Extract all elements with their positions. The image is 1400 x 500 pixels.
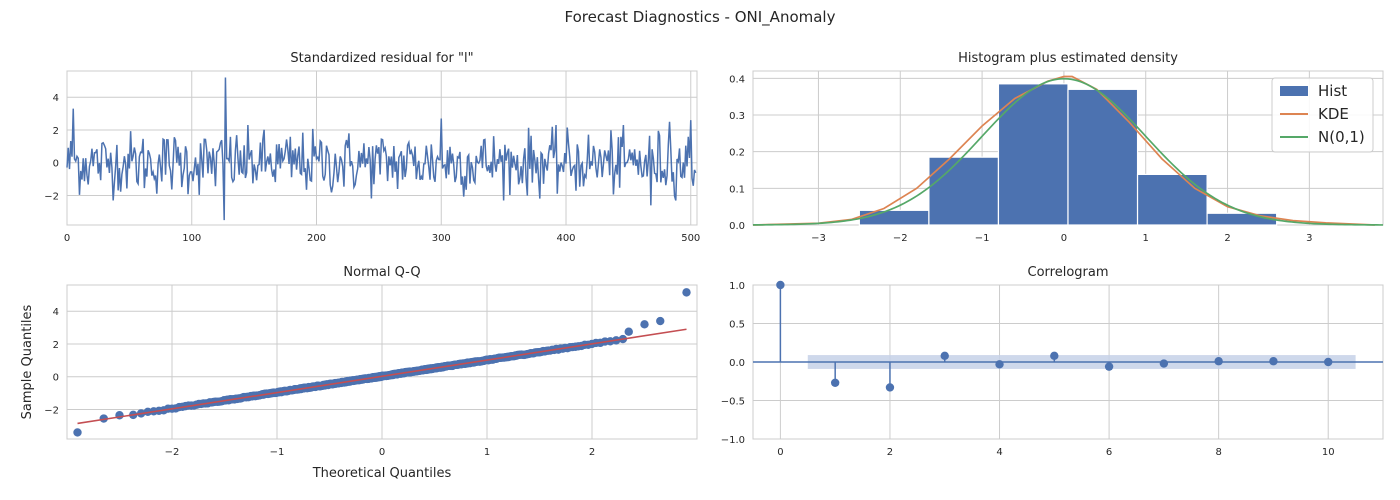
acf-point (776, 280, 785, 290)
x-tick-label: 0 (777, 447, 783, 458)
x-tick-label: −3 (811, 233, 826, 244)
panel-title: Normal Q-Q (343, 265, 420, 280)
acf-point (1104, 362, 1114, 371)
qq-point (640, 320, 649, 329)
x-tick-label: −1 (270, 447, 285, 458)
acf-point (885, 383, 895, 392)
y-tick-label: −2 (44, 406, 59, 417)
x-tick-label: −1 (975, 233, 990, 244)
x-tick-label: 500 (681, 233, 700, 244)
y-tick-label: −0.5 (721, 397, 745, 408)
y-axis-label: Sample Quantiles (20, 304, 35, 419)
y-tick-label: 0.2 (729, 148, 745, 159)
panel-title: Correlogram (1028, 265, 1109, 280)
kde-line (752, 75, 1375, 226)
acf-point (1159, 359, 1169, 368)
y-tick-label: 0.4 (729, 74, 745, 85)
qq-point (656, 316, 665, 326)
legend-box (1271, 77, 1374, 153)
hist-bar (1206, 212, 1278, 226)
y-tick-label: 0.3 (729, 111, 745, 122)
y-tick-label: 2 (53, 340, 59, 351)
qq-reference-line (77, 328, 687, 425)
y-tick-label: 2 (53, 126, 59, 137)
legend-label-hist: Hist (1318, 82, 1347, 100)
axes-frame (66, 70, 698, 226)
x-tick-label: 100 (182, 233, 201, 244)
residual-series-line (66, 77, 697, 221)
legend-swatch-hist (1280, 86, 1308, 96)
qq-point (99, 414, 108, 423)
x-tick-label: 300 (432, 233, 451, 244)
y-tick-label: 1.0 (729, 281, 745, 292)
x-tick-label: 10 (1322, 447, 1335, 458)
acf-point (1324, 357, 1333, 367)
x-tick-label: 0 (379, 447, 385, 458)
x-tick-label: 6 (1106, 447, 1112, 458)
acf-point (1214, 357, 1223, 366)
acf-point (940, 351, 949, 361)
x-tick-label: 4 (996, 447, 1002, 458)
acf-point (995, 360, 1004, 369)
panel-histogram: −3 −2 −1 0 1 2 3 0.0 0.1 0.2 0.3 0.4 Histogram plus … (729, 51, 1384, 244)
panel-standardized-residual: 0 100 200 300 400 500 −2 0 2 4 Standardized residu… (44, 51, 700, 244)
x-axis-label: Theoretical Quantiles (312, 466, 452, 481)
x-tick-label: 8 (1215, 447, 1221, 458)
hist-bar (928, 156, 1000, 226)
normal-density-line (752, 77, 1384, 226)
x-tick-label: −2 (165, 447, 180, 458)
figure-title: Forecast Diagnostics - ONI_Anomaly (565, 8, 836, 27)
x-tick-label: 0 (64, 233, 70, 244)
y-tick-label: 0.1 (729, 184, 745, 195)
x-tick-label: −2 (893, 233, 908, 244)
x-tick-label: 400 (556, 233, 575, 244)
acf-point (830, 378, 840, 387)
x-tick-label: 2 (887, 447, 893, 458)
x-tick-label: 200 (307, 233, 326, 244)
legend-label-kde: KDE (1318, 105, 1349, 123)
y-tick-label: 0 (53, 373, 59, 384)
panel-normal-qq: −2 −1 0 1 2 −2 0 2 4 Normal Q-Q Theoretical Quanti… (20, 265, 698, 481)
y-tick-label: 4 (53, 93, 59, 104)
x-tick-label: 3 (1306, 233, 1312, 244)
axes-frame (66, 284, 698, 440)
x-tick-label: 1 (1143, 233, 1149, 244)
hist-bar (1067, 88, 1139, 226)
x-tick-label: 1 (484, 447, 490, 458)
qq-point (682, 288, 691, 297)
hist-bar (997, 83, 1069, 226)
hist-bar (1136, 173, 1208, 226)
acf-point (1269, 357, 1278, 366)
y-tick-label: −1.0 (721, 435, 745, 446)
legend-label-normal: N(0,1) (1318, 128, 1365, 146)
y-tick-label: 0.5 (729, 320, 745, 331)
x-tick-label: 2 (1224, 233, 1230, 244)
x-tick-label: 0 (1061, 233, 1067, 244)
panel-correlogram: 0 2 4 6 8 10 −1.0 −0.5 0.0 0.5 1.0 Correlogram (721, 265, 1384, 458)
y-tick-label: 0.0 (729, 221, 745, 232)
qq-point (624, 327, 633, 336)
panel-title: Standardized residual for "l" (290, 51, 473, 66)
panel-title: Histogram plus estimated density (958, 51, 1178, 66)
y-tick-label: −2 (44, 192, 59, 203)
acf-point (1050, 351, 1059, 361)
y-tick-label: 4 (53, 307, 59, 318)
y-tick-label: 0.0 (729, 358, 745, 369)
legend: Hist KDE N(0,1) (1271, 77, 1374, 153)
qq-point (73, 428, 82, 437)
x-tick-label: 2 (589, 447, 595, 458)
y-tick-label: 0 (53, 159, 59, 170)
